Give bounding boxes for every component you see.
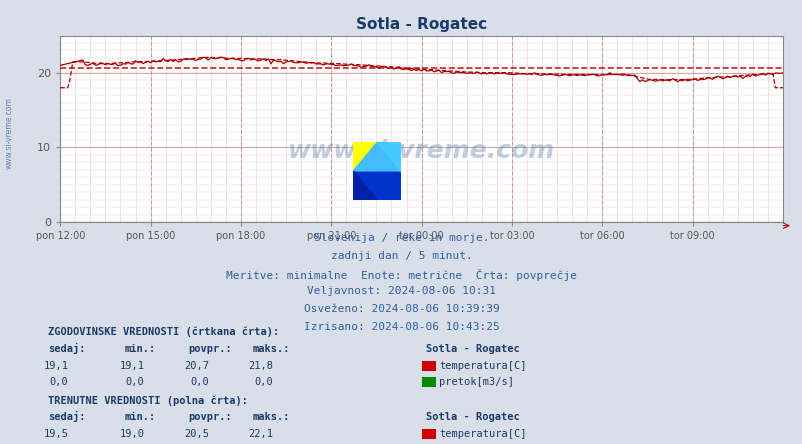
Text: 21,8: 21,8 [248,361,273,371]
Text: pretok[m3/s]: pretok[m3/s] [439,377,513,387]
Text: Osveženo: 2024-08-06 10:39:39: Osveženo: 2024-08-06 10:39:39 [303,304,499,314]
Text: ZGODOVINSKE VREDNOSTI (črtkana črta):: ZGODOVINSKE VREDNOSTI (črtkana črta): [48,327,279,337]
Text: 19,0: 19,0 [119,429,144,440]
Bar [377,171,401,200]
Text: 0,0: 0,0 [126,377,144,387]
Text: 20,5: 20,5 [184,429,209,440]
Text: Sotla - Rogatec: Sotla - Rogatec [425,344,519,354]
Text: zadnji dan / 5 minut.: zadnji dan / 5 minut. [330,251,472,261]
Text: temperatura[C]: temperatura[C] [439,429,526,440]
Text: min.:: min.: [124,412,156,423]
Bar [353,171,377,200]
Text: maks.:: maks.: [253,344,290,354]
Polygon shape [353,142,401,171]
Text: 0,0: 0,0 [190,377,209,387]
Text: Slovenija / reke in morje.: Slovenija / reke in morje. [314,233,488,243]
Text: 22,1: 22,1 [248,429,273,440]
Text: TRENUTNE VREDNOSTI (polna črta):: TRENUTNE VREDNOSTI (polna črta): [48,395,248,406]
Text: povpr.:: povpr.: [188,412,232,423]
Text: Sotla - Rogatec: Sotla - Rogatec [425,412,519,423]
Text: 0,0: 0,0 [50,377,68,387]
Text: www.si-vreme.com: www.si-vreme.com [5,97,14,169]
Bar [353,142,377,171]
Text: sedaj:: sedaj: [48,343,86,354]
Polygon shape [353,171,377,200]
Text: Meritve: minimalne  Enote: metrične  Črta: povprečje: Meritve: minimalne Enote: metrične Črta:… [225,269,577,281]
Text: temperatura[C]: temperatura[C] [439,361,526,371]
Text: min.:: min.: [124,344,156,354]
Text: 20,7: 20,7 [184,361,209,371]
Text: 0,0: 0,0 [254,377,273,387]
Text: sedaj:: sedaj: [48,412,86,423]
Text: Veljavnost: 2024-08-06 10:31: Veljavnost: 2024-08-06 10:31 [306,286,496,297]
Text: 19,5: 19,5 [43,429,68,440]
Text: maks.:: maks.: [253,412,290,423]
Text: povpr.:: povpr.: [188,344,232,354]
Text: www.si-vreme.com: www.si-vreme.com [288,139,554,163]
Text: Izrisano: 2024-08-06 10:43:25: Izrisano: 2024-08-06 10:43:25 [303,322,499,332]
Polygon shape [377,142,401,171]
Text: 19,1: 19,1 [119,361,144,371]
Title: Sotla - Rogatec: Sotla - Rogatec [355,16,487,32]
Bar [377,142,401,171]
Text: 19,1: 19,1 [43,361,68,371]
